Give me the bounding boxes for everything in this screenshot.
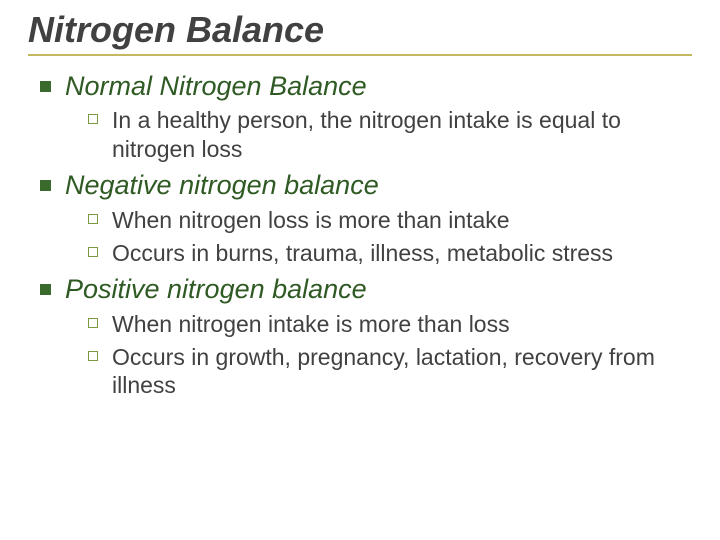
list-item: When nitrogen loss is more than intake [88, 206, 692, 235]
open-square-bullet-icon [88, 247, 98, 257]
section-heading-row: Positive nitrogen balance [40, 273, 692, 305]
list-item-text: Occurs in growth, pregnancy, lactation, … [112, 343, 692, 401]
open-square-bullet-icon [88, 351, 98, 361]
list-item: When nitrogen intake is more than loss [88, 310, 692, 339]
slide-title: Nitrogen Balance [28, 10, 692, 50]
list-item: Occurs in growth, pregnancy, lactation, … [88, 343, 692, 401]
section-heading-row: Normal Nitrogen Balance [40, 70, 692, 102]
section-heading: Normal Nitrogen Balance [65, 70, 367, 102]
section-heading-row: Negative nitrogen balance [40, 169, 692, 201]
open-square-bullet-icon [88, 114, 98, 124]
square-bullet-icon [40, 180, 51, 191]
list-item-text: Occurs in burns, trauma, illness, metabo… [112, 239, 613, 268]
open-square-bullet-icon [88, 318, 98, 328]
open-square-bullet-icon [88, 214, 98, 224]
list-item-text: When nitrogen loss is more than intake [112, 206, 510, 235]
section-heading: Negative nitrogen balance [65, 169, 379, 201]
square-bullet-icon [40, 284, 51, 295]
list-item-text: When nitrogen intake is more than loss [112, 310, 510, 339]
list-item-text: In a healthy person, the nitrogen intake… [112, 106, 692, 164]
list-item: In a healthy person, the nitrogen intake… [88, 106, 692, 164]
title-underline: Nitrogen Balance [28, 10, 692, 56]
slide: Nitrogen Balance Normal Nitrogen Balance… [0, 0, 720, 540]
list-item: Occurs in burns, trauma, illness, metabo… [88, 239, 692, 268]
section-heading: Positive nitrogen balance [65, 273, 367, 305]
square-bullet-icon [40, 81, 51, 92]
